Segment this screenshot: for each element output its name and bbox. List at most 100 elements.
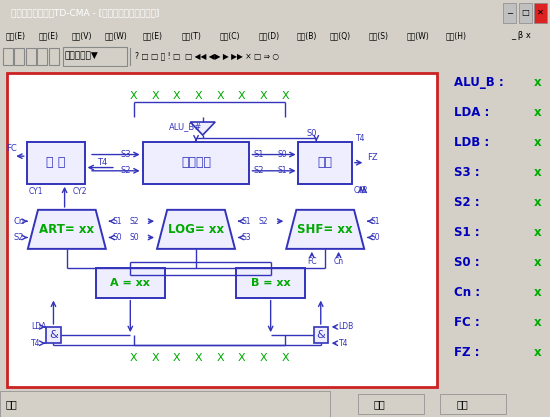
- Text: S0: S0: [371, 233, 381, 242]
- Bar: [440, 394, 506, 414]
- Text: S1: S1: [253, 150, 263, 159]
- Text: X: X: [130, 91, 138, 101]
- Text: FZ :: FZ :: [454, 346, 480, 359]
- Bar: [0, 391, 330, 417]
- Text: x: x: [534, 226, 541, 239]
- Text: 数字: 数字: [456, 399, 468, 409]
- Text: S3: S3: [121, 150, 131, 159]
- Text: X: X: [260, 91, 267, 101]
- Text: S0 :: S0 :: [454, 256, 480, 269]
- Text: S2: S2: [253, 166, 263, 175]
- Bar: [63, 47, 126, 66]
- Bar: [503, 3, 516, 23]
- Text: 波形(Q): 波形(Q): [330, 31, 351, 40]
- Text: S2: S2: [13, 233, 24, 242]
- Text: CY2: CY2: [354, 186, 368, 195]
- Text: LDA :: LDA :: [454, 106, 490, 119]
- Text: S1: S1: [113, 217, 122, 226]
- Bar: [358, 394, 424, 414]
- Text: □: □: [521, 8, 529, 17]
- Text: X: X: [195, 353, 202, 363]
- Text: FZ: FZ: [367, 153, 378, 162]
- Text: 帮助(C): 帮助(C): [220, 31, 240, 40]
- Text: x: x: [534, 196, 541, 209]
- Polygon shape: [190, 122, 215, 135]
- Text: X: X: [238, 91, 246, 101]
- Text: S0: S0: [130, 233, 139, 242]
- Text: x: x: [534, 286, 541, 299]
- Text: X: X: [173, 91, 181, 101]
- Text: 设置(S): 设置(S): [368, 31, 388, 40]
- Text: X: X: [216, 91, 224, 101]
- Text: CY2: CY2: [73, 188, 87, 196]
- Text: LOG= xx: LOG= xx: [168, 223, 224, 236]
- Bar: [49, 48, 59, 65]
- Text: ? □ □ ⟐ ! □  □ ◀◀ ◀▶ ▶ ▶▶ × □ ⇒ ○: ? □ □ ⟐ ! □ □ ◀◀ ◀▶ ▶ ▶▶ × □ ⇒ ○: [135, 52, 279, 61]
- Text: S0: S0: [278, 150, 287, 159]
- Text: LDB: LDB: [339, 322, 354, 332]
- Text: S1: S1: [371, 217, 381, 226]
- Text: T4: T4: [31, 339, 41, 348]
- Text: 窗口(W): 窗口(W): [104, 31, 127, 40]
- Text: X: X: [260, 353, 267, 363]
- Text: 判零: 判零: [318, 156, 333, 169]
- Text: S2 :: S2 :: [454, 196, 480, 209]
- Text: 进 位: 进 位: [46, 156, 65, 169]
- Text: ART= xx: ART= xx: [39, 223, 95, 236]
- Text: S0: S0: [306, 129, 317, 138]
- Text: 调试(D): 调试(D): [258, 31, 279, 40]
- Text: 实验(E): 实验(E): [143, 31, 163, 40]
- Text: x: x: [534, 166, 541, 179]
- Text: T4: T4: [339, 339, 348, 348]
- FancyBboxPatch shape: [96, 269, 165, 298]
- Text: S1: S1: [241, 217, 251, 226]
- Polygon shape: [286, 210, 364, 249]
- Text: 帮助(H): 帮助(H): [446, 31, 466, 40]
- Text: B = xx: B = xx: [251, 278, 290, 288]
- Text: CY1: CY1: [29, 188, 43, 196]
- Text: 窗口(W): 窗口(W): [407, 31, 430, 40]
- Text: x: x: [534, 256, 541, 269]
- Text: X: X: [151, 91, 159, 101]
- Text: Cn :: Cn :: [454, 286, 480, 299]
- Text: _ β x: _ β x: [512, 31, 531, 40]
- Text: S1 :: S1 :: [454, 226, 480, 239]
- Text: X: X: [238, 353, 246, 363]
- Text: FC :: FC :: [454, 316, 480, 329]
- Text: X: X: [216, 353, 224, 363]
- Text: 回路(B): 回路(B): [297, 31, 317, 40]
- Text: S2: S2: [121, 166, 131, 175]
- Text: Cn: Cn: [333, 257, 344, 266]
- FancyBboxPatch shape: [236, 269, 305, 298]
- Text: S1: S1: [278, 166, 287, 175]
- Text: LDB :: LDB :: [454, 136, 489, 149]
- Text: X: X: [281, 353, 289, 363]
- Bar: [534, 3, 547, 23]
- Bar: [519, 3, 532, 23]
- Text: 运算器实验▼: 运算器实验▼: [65, 52, 98, 61]
- Polygon shape: [157, 210, 235, 249]
- Text: &: &: [316, 330, 325, 340]
- Polygon shape: [28, 210, 106, 249]
- Text: SHF= xx: SHF= xx: [298, 223, 353, 236]
- Text: 大写: 大写: [374, 399, 386, 409]
- Text: FC: FC: [6, 143, 16, 153]
- Text: S0: S0: [113, 233, 122, 242]
- Text: 欢迎使用逻辑仪器TD-CMA - [运算器实验数据通路图]: 欢迎使用逻辑仪器TD-CMA - [运算器实验数据通路图]: [11, 8, 159, 17]
- Text: A = xx: A = xx: [111, 278, 150, 288]
- Text: ─: ─: [507, 8, 513, 17]
- Text: x: x: [534, 346, 541, 359]
- Text: S3: S3: [241, 233, 251, 242]
- Text: S2: S2: [259, 217, 268, 226]
- Text: 多路开关: 多路开关: [181, 156, 211, 169]
- Bar: [3, 48, 13, 65]
- Text: 查看(V): 查看(V): [72, 31, 92, 40]
- Bar: [14, 48, 24, 65]
- Text: 就绪: 就绪: [6, 399, 17, 409]
- Text: ✕: ✕: [537, 8, 544, 17]
- Text: x: x: [534, 136, 541, 149]
- Text: ALU_B#: ALU_B#: [169, 123, 202, 131]
- Text: X: X: [281, 91, 289, 101]
- Text: X: X: [151, 353, 159, 363]
- Text: x: x: [534, 76, 541, 90]
